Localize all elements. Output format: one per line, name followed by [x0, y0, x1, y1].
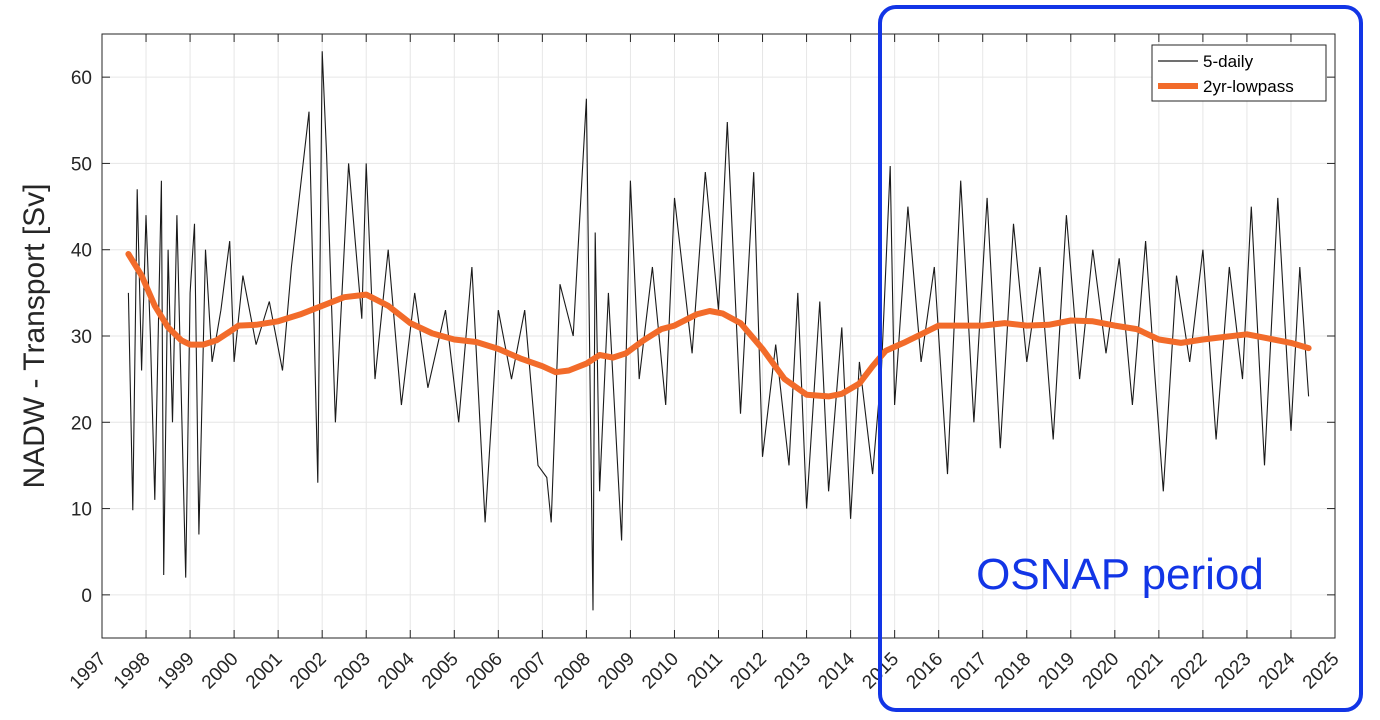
y-tick-label: 10 — [71, 500, 92, 521]
x-tick-label: 2021 — [1123, 649, 1168, 694]
x-tick-label: 2018 — [991, 649, 1036, 694]
x-tick-label: 2016 — [902, 649, 947, 694]
x-tick-label: 2023 — [1211, 649, 1256, 694]
series-2yr-lowpass-line — [125, 251, 1312, 400]
x-tick-label: 2005 — [418, 649, 463, 694]
legend: 5-daily 2yr-lowpass — [1151, 44, 1327, 102]
grid-lines — [101, 34, 1336, 638]
x-tick-label: 2003 — [330, 649, 375, 694]
x-tick-label: 2022 — [1167, 649, 1212, 694]
x-tick-label: 2017 — [947, 649, 992, 694]
y-tick-label: 40 — [71, 241, 92, 262]
x-tick-label: 2019 — [1035, 649, 1080, 694]
x-tick-label: 1997 — [66, 649, 111, 694]
series-5-daily-line — [127, 51, 1310, 611]
y-tick-label: 30 — [71, 327, 92, 348]
y-axis-ticks: 0 10 20 30 40 50 60 — [71, 68, 1335, 607]
x-tick-label: 2020 — [1079, 649, 1124, 694]
osnap-period-label: OSNAP period — [976, 550, 1264, 599]
x-tick-label: 2000 — [198, 649, 243, 694]
x-tick-label: 2009 — [594, 649, 639, 694]
y-tick-label: 0 — [81, 586, 92, 607]
x-tick-label: 2012 — [726, 649, 771, 694]
legend-label-daily: 5-daily — [1203, 52, 1254, 71]
x-tick-label: 2011 — [683, 649, 727, 693]
y-tick-label: 50 — [71, 154, 92, 175]
x-tick-label: 2006 — [462, 649, 507, 694]
x-tick-label: 2008 — [550, 649, 595, 694]
x-tick-label: 2013 — [770, 649, 815, 694]
x-tick-label: 2007 — [506, 649, 551, 694]
legend-label-lowpass: 2yr-lowpass — [1203, 77, 1294, 96]
x-tick-label: 2002 — [286, 649, 331, 694]
x-tick-label: 1999 — [154, 649, 199, 694]
x-tick-label: 2014 — [814, 648, 859, 693]
osnap-period-box — [878, 5, 1363, 712]
y-axis-label: NADW - Transport [Sv] — [18, 183, 51, 488]
legend-box — [1151, 44, 1327, 102]
y-tick-label: 60 — [71, 68, 92, 89]
x-tick-label: 2024 — [1255, 648, 1300, 693]
y-tick-label: 20 — [71, 413, 92, 434]
x-tick-label: 2025 — [1299, 649, 1344, 694]
x-tick-label: 1998 — [110, 649, 155, 694]
x-tick-label: 2001 — [242, 649, 287, 694]
x-tick-label: 2004 — [374, 648, 419, 693]
x-tick-label: 2010 — [638, 649, 683, 694]
